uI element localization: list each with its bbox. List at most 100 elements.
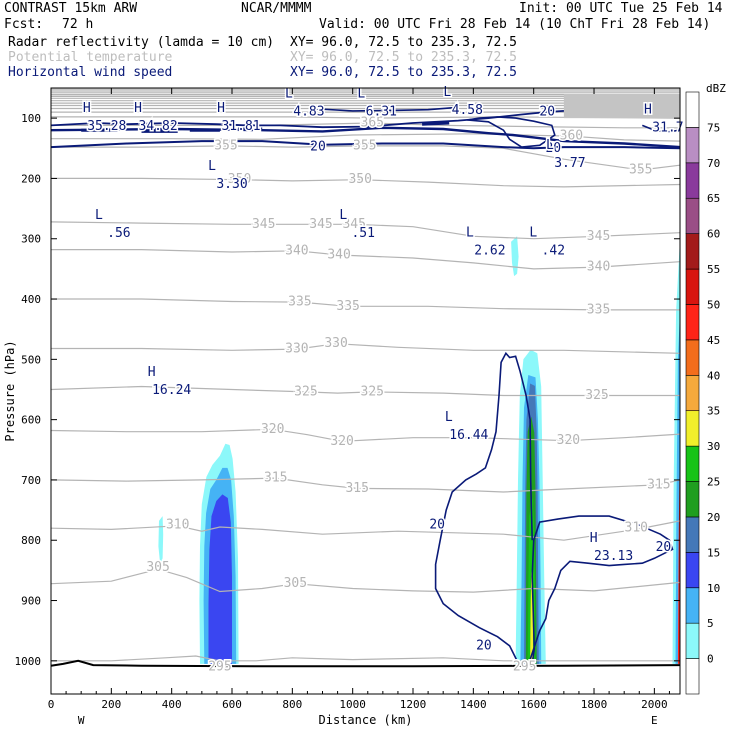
x-tick-label: 1000 <box>339 698 366 711</box>
field-reflectivity-xy: XY= 96.0, 72.5 to 235.3, 72.5 <box>290 35 517 50</box>
theta-label-295-1: 295 <box>513 659 536 674</box>
wind-line-6 <box>521 515 674 668</box>
extremum-value-10: .51 <box>351 226 374 241</box>
extremum-value-8: 3.30 <box>216 177 247 192</box>
extremum-marker-3: L <box>285 87 293 102</box>
theta-label-340-0: 340 <box>285 243 308 258</box>
forecast-hour: 72 h <box>62 17 94 32</box>
theta-label-320-1: 320 <box>330 434 353 449</box>
colorbar-swatch-4 <box>685 516 700 553</box>
ground-line <box>50 659 681 668</box>
colorbar-level-label: 65 <box>707 192 720 205</box>
wind-line-7 <box>434 351 533 665</box>
extremum-value-12: .42 <box>542 243 565 258</box>
y-tick-label: 400 <box>21 293 41 306</box>
theta-label-310-1: 310 <box>625 521 648 536</box>
theta-label-325-0: 325 <box>294 384 317 399</box>
colorbar-swatch-6 <box>685 445 700 482</box>
colorbar-level-label: 50 <box>707 298 720 311</box>
x-tick-label: 1200 <box>400 698 427 711</box>
theta-label-355-0: 355 <box>214 138 237 153</box>
theta-label-335-0: 335 <box>288 295 311 310</box>
forecast-label: Fcst: <box>4 17 44 32</box>
y-tick-label: 500 <box>21 353 41 366</box>
colorbar-swatch-7 <box>685 410 700 447</box>
colorbar-level-label: 10 <box>707 582 720 595</box>
plot-frame <box>50 87 681 695</box>
theta-line-0 <box>51 655 680 662</box>
wind-line-1 <box>51 140 680 150</box>
colorbar-swatch-1 <box>685 622 700 659</box>
west-label: W <box>78 714 85 727</box>
valid-time: Valid: 00 UTC Fri 28 Feb 14 (10 ChT Fri … <box>319 17 711 32</box>
colorbar: 0 5 10 15 20 25 30 35 40 45 50 55 60 65 70 75 dBZ <box>685 82 726 695</box>
colorbar-swatch-9 <box>685 339 700 376</box>
model-name: CONTRAST 15km ARW <box>4 1 138 16</box>
theta-line-4 <box>51 428 680 442</box>
wind-label-20-1: 20 <box>545 141 561 156</box>
extremum-marker-12: L <box>529 225 537 240</box>
field-theta-name: Potential temperature <box>8 50 173 65</box>
theta-label-345-1: 345 <box>309 217 332 232</box>
theta-label-345-0: 345 <box>252 217 275 232</box>
colorbar-level-label: 0 <box>707 653 714 666</box>
theta-line-3 <box>51 477 680 493</box>
theta-label-295-0: 295 <box>208 659 231 674</box>
y-tick-label: 800 <box>21 534 41 547</box>
extremum-marker-7: L <box>546 138 554 153</box>
theta-line-2 <box>51 520 680 541</box>
theta-label-365-0: 365 <box>361 115 384 130</box>
colorbar-level-label: 40 <box>707 369 720 382</box>
y-tick-label: 200 <box>21 172 41 185</box>
east-label: E <box>651 714 658 727</box>
theta-label-340-2: 340 <box>587 260 610 275</box>
theta-label-305-0: 305 <box>146 560 169 575</box>
theta-line-7 <box>51 298 680 311</box>
field-reflectivity-name: Radar reflectivity (lamda = 10 cm) <box>8 35 275 50</box>
extremum-value-7: 3.77 <box>554 156 585 171</box>
colorbar-level-label: 20 <box>707 511 720 524</box>
init-time: Init: 00 UTC Tue 25 Feb 14 <box>519 1 723 16</box>
theta-label-315-0: 315 <box>264 471 287 486</box>
x-tick-label: 1400 <box>460 698 487 711</box>
extremum-value-1: 34.82 <box>139 119 178 134</box>
wind-speed-contours <box>51 106 680 668</box>
theta-line-1 <box>51 568 680 593</box>
colorbar-swatch-16 <box>685 91 700 128</box>
theta-label-330-1: 330 <box>324 336 347 351</box>
colorbar-level-label: 60 <box>707 228 720 241</box>
extremum-value-0: 35.28 <box>87 119 126 134</box>
x-tick-label: 400 <box>162 698 182 711</box>
extremum-value-3: 4.83 <box>293 105 324 120</box>
wind-label-20-3: 20 <box>429 518 445 533</box>
wind-line-4 <box>642 124 680 133</box>
extremum-value-6: 31.7 <box>652 120 683 135</box>
colorbar-swatch-11 <box>685 268 700 305</box>
theta-label-355-1: 355 <box>353 138 376 153</box>
y-tick-label: 100 <box>21 112 41 125</box>
axes: 0 200 400 600 800 1000 1200 1400 1600 1800 2000 100… <box>3 88 680 727</box>
colorbar-level-label: 70 <box>707 157 720 170</box>
colorbar-swatch-15 <box>685 127 700 164</box>
extremum-marker-4: L <box>357 87 365 102</box>
theta-label-330-0: 330 <box>285 342 308 357</box>
theta-label-320-0: 320 <box>261 422 284 437</box>
extremum-value-14: 16.44 <box>449 428 488 443</box>
colorbar-level-label: 25 <box>707 476 720 489</box>
colorbar-level-label: 45 <box>707 334 720 347</box>
theta-line-10 <box>51 177 680 188</box>
theta-label-345-2: 345 <box>342 217 365 232</box>
extremum-value-11: 2.62 <box>474 243 505 258</box>
extremum-marker-5: L <box>443 85 451 100</box>
theta-label-355-2: 355 <box>629 163 652 178</box>
extremum-value-13: 16.24 <box>152 383 191 398</box>
y-tick-label: 900 <box>21 595 41 608</box>
extremum-marker-11: L <box>466 225 474 240</box>
y-tick-label: 300 <box>21 233 41 246</box>
wind-label-20-0: 20 <box>310 140 326 155</box>
theta-label-340-1: 340 <box>327 248 350 263</box>
theta-label-335-1: 335 <box>336 299 359 314</box>
extremum-marker-10: L <box>339 208 347 223</box>
theta-label-350-1: 350 <box>348 172 371 187</box>
